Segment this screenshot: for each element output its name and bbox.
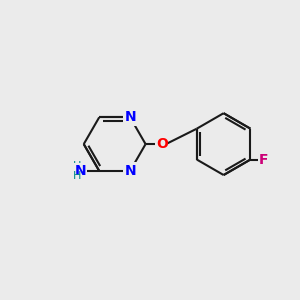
Text: F: F bbox=[259, 153, 268, 166]
Text: H: H bbox=[73, 161, 81, 171]
Text: N: N bbox=[74, 164, 86, 178]
Text: N: N bbox=[124, 110, 136, 124]
Text: O: O bbox=[156, 137, 168, 151]
Text: H: H bbox=[73, 171, 81, 181]
Text: N: N bbox=[124, 164, 136, 178]
